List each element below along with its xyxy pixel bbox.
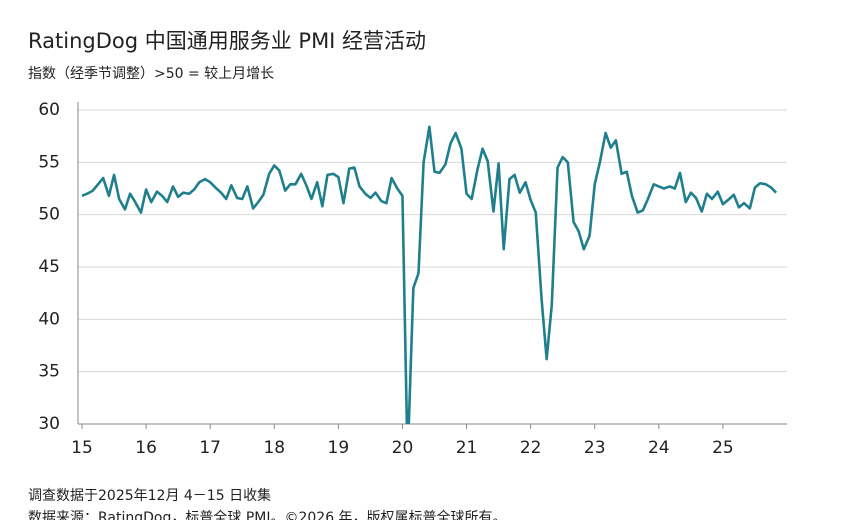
x-tick-label: 19 <box>328 438 350 458</box>
x-tick-label: 16 <box>135 438 157 458</box>
y-tick-label: 50 <box>38 205 60 225</box>
x-tick-label: 24 <box>648 438 670 458</box>
data-line <box>81 125 778 424</box>
x-tick-label: 21 <box>456 438 478 458</box>
note: 数据来源：RatingDog，标普全球 PMI。©2026 年，版权属标普全球所… <box>28 509 507 520</box>
y-tick-label: 45 <box>38 257 60 277</box>
x-tick-label: 22 <box>520 438 542 458</box>
x-tick-label: 20 <box>392 438 414 458</box>
x-tick-label: 17 <box>199 438 221 458</box>
y-tick-label: 35 <box>38 362 60 382</box>
plot-area <box>81 125 778 424</box>
x-tick-label: 23 <box>584 438 606 458</box>
y-tick-label: 30 <box>38 414 60 434</box>
chart-subtitle: 指数（经季节调整）>50 = 较上月增长 <box>28 66 274 82</box>
y-tick-label: 40 <box>38 309 60 329</box>
y-tick-label: 60 <box>38 100 60 120</box>
y-tick-label: 55 <box>38 152 60 172</box>
note: 调查数据于2025年12月 4－15 日收集 <box>28 487 271 504</box>
x-tick-label: 25 <box>712 438 734 458</box>
chart-title: RatingDog 中国通用服务业 PMI 经营活动 <box>28 29 426 53</box>
x-tick-label: 18 <box>263 438 285 458</box>
x-tick-label: 15 <box>71 438 93 458</box>
